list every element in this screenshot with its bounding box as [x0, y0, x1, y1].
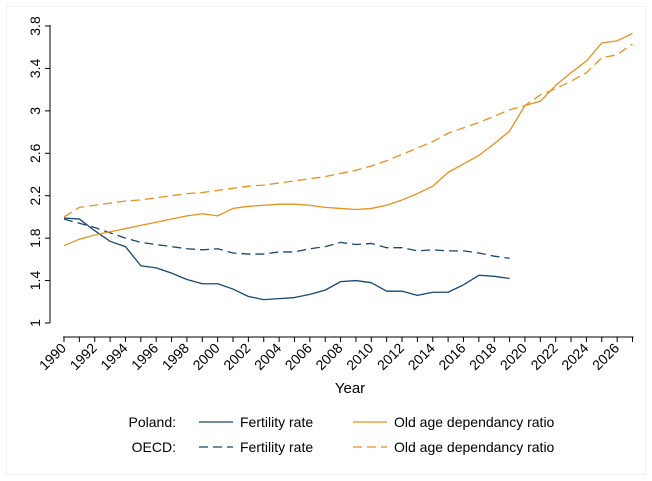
- series-line-poland-fertility: [63, 217, 510, 301]
- y-tick-label: 1: [27, 319, 43, 327]
- legend-label-old-age: Old age dependancy ratio: [394, 439, 555, 455]
- legend-label-old-age: Old age dependancy ratio: [394, 414, 555, 430]
- x-axis-title: Year: [335, 380, 365, 397]
- legend-group-label: OECD:: [132, 439, 176, 455]
- y-tick-label: 2.2: [27, 186, 43, 206]
- series-line-oecd-fertility: [63, 218, 510, 259]
- series-layer: [63, 32, 633, 301]
- outer-frame: [6, 6, 646, 475]
- y-tick-label: 3.4: [27, 58, 43, 78]
- series-line-oecd-old-age-dependency: [63, 43, 633, 218]
- legend: Poland: Fertility rate Old age dependancy …: [129, 414, 555, 455]
- legend-label-fertility: Fertility rate: [240, 414, 313, 430]
- y-axis: 1 1.4 1.8 2.2 2.6 3 3.4 3.8: [27, 16, 51, 327]
- legend-label-fertility: Fertility rate: [240, 439, 313, 455]
- y-tick-label: 1.4: [27, 271, 43, 291]
- legend-group-label: Poland:: [129, 414, 176, 430]
- y-tick-label: 3.8: [27, 16, 43, 36]
- series-line-poland-old-age-dependency: [63, 32, 633, 247]
- y-tick-label: 3: [27, 107, 43, 115]
- y-tick-label: 2.6: [27, 143, 43, 163]
- y-tick-label: 1.8: [27, 228, 43, 248]
